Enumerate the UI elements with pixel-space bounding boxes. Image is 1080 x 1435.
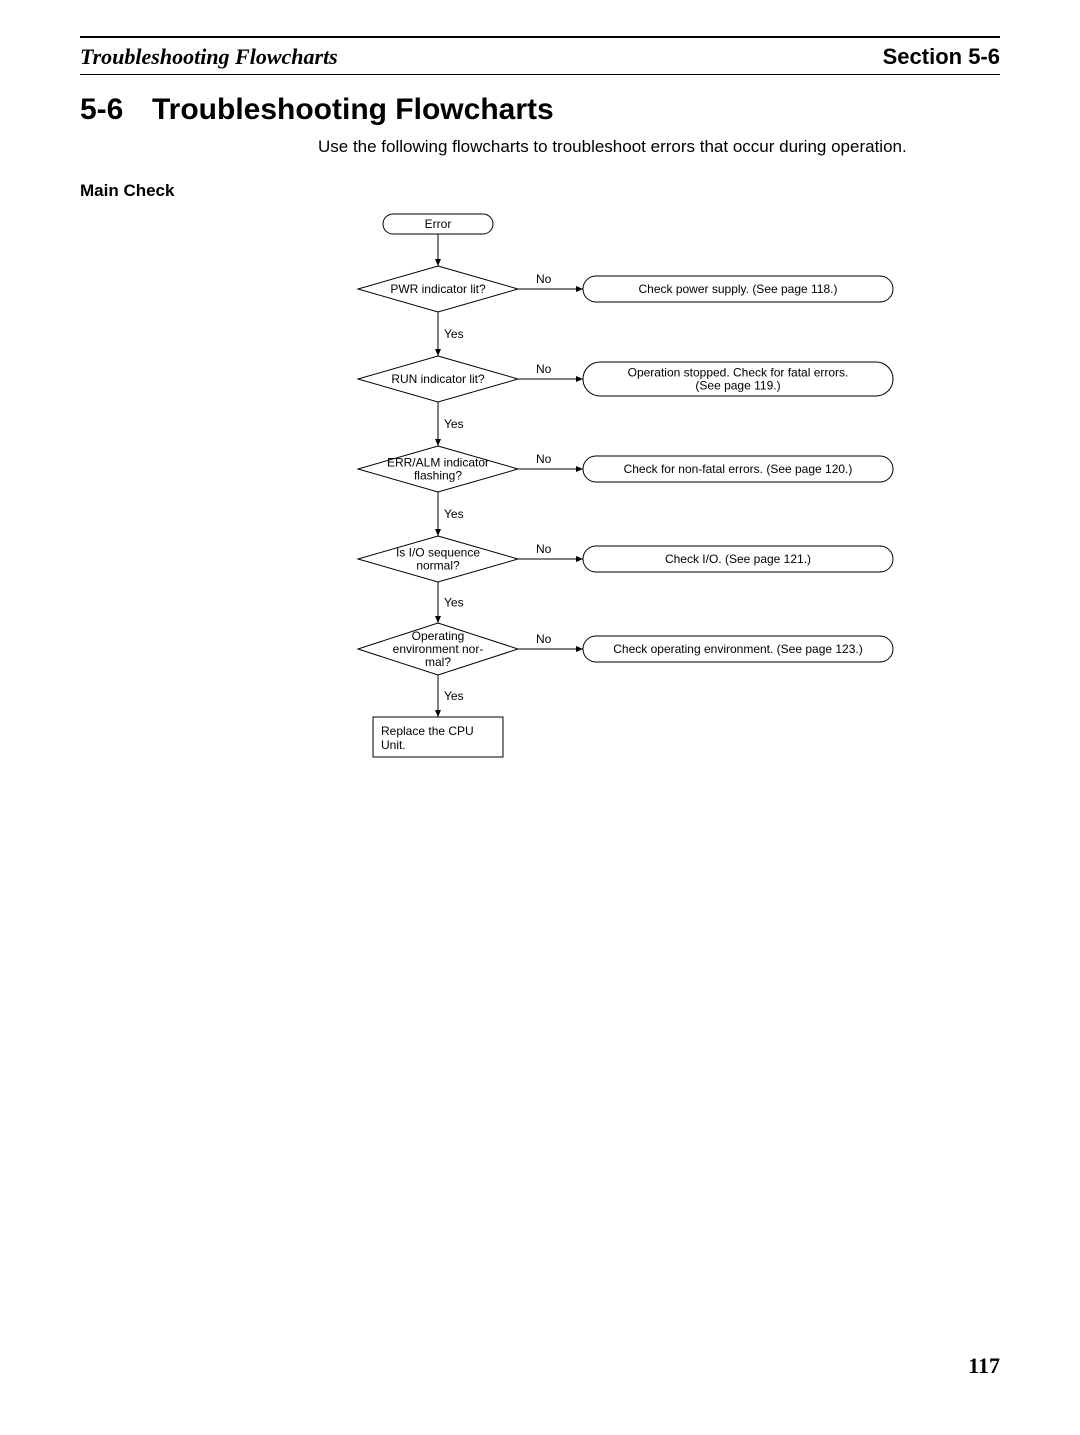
section-label: Section 5-6 (883, 44, 1000, 70)
flowchart-svg: Error PWR indicator lit? RUN indicator lit… (318, 209, 998, 799)
svg-text:Error: Error (425, 217, 452, 231)
svg-text:Yes: Yes (444, 507, 464, 521)
section-heading: 5-6Troubleshooting Flowcharts (80, 93, 1000, 127)
flowchart-main-check: Error PWR indicator lit? RUN indicator lit… (318, 209, 998, 799)
svg-text:mal?: mal? (425, 655, 451, 669)
svg-text:No: No (536, 362, 552, 376)
svg-text:Check for non-fatal errors. (S: Check for non-fatal errors. (See page 12… (624, 462, 853, 476)
sub-heading: Main Check (80, 181, 1000, 201)
svg-text:Yes: Yes (444, 689, 464, 703)
svg-text:No: No (536, 632, 552, 646)
page: Troubleshooting Flowcharts Section 5-6 5… (0, 0, 1080, 1435)
svg-text:Yes: Yes (444, 417, 464, 431)
svg-text:Check I/O. (See page 121.): Check I/O. (See page 121.) (665, 552, 811, 566)
svg-text:Operating: Operating (412, 629, 465, 643)
svg-text:ERR/ALM indicator: ERR/ALM indicator (387, 456, 489, 470)
svg-text:Is I/O sequence: Is I/O sequence (396, 546, 480, 560)
section-intro: Use the following flowcharts to troubles… (318, 137, 1000, 157)
svg-text:normal?: normal? (416, 559, 460, 573)
svg-text:Check operating environment. (: Check operating environment. (See page 1… (613, 642, 863, 656)
svg-text:Yes: Yes (444, 596, 464, 610)
header-bottom-rule (80, 74, 1000, 75)
svg-text:Yes: Yes (444, 327, 464, 341)
svg-text:Operation stopped. Check for f: Operation stopped. Check for fatal error… (628, 366, 849, 380)
svg-text:No: No (536, 452, 552, 466)
svg-text:RUN indicator lit?: RUN indicator lit? (391, 372, 485, 386)
svg-text:Check power supply. (See page: Check power supply. (See page 118.) (638, 282, 837, 296)
header-top-rule (80, 36, 1000, 38)
svg-text:flashing?: flashing? (414, 469, 462, 483)
svg-text:(See page 119.): (See page 119.) (695, 379, 780, 393)
section-number: 5-6 (80, 93, 152, 127)
svg-text:PWR indicator lit?: PWR indicator lit? (390, 282, 486, 296)
svg-text:environment nor-: environment nor- (393, 642, 484, 656)
svg-text:No: No (536, 272, 552, 286)
running-title: Troubleshooting Flowcharts (80, 44, 338, 70)
running-header: Troubleshooting Flowcharts Section 5-6 (80, 44, 1000, 70)
svg-text:Unit.: Unit. (381, 738, 406, 752)
section-title: Troubleshooting Flowcharts (152, 93, 554, 126)
svg-text:Replace the CPU: Replace the CPU (381, 724, 474, 738)
page-number: 117 (968, 1353, 1000, 1379)
svg-text:No: No (536, 542, 552, 556)
